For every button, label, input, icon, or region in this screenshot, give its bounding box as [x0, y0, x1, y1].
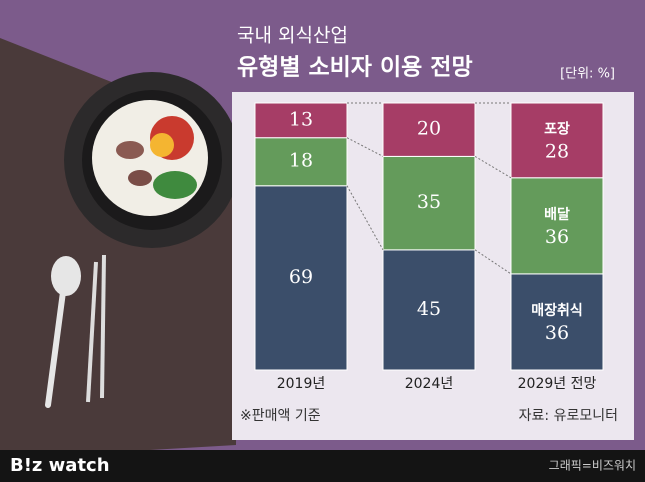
note: ※판매액 기준 — [240, 408, 321, 424]
bar-segment — [254, 137, 348, 187]
unit: [단위: %] — [560, 67, 615, 82]
value-label: 18 — [289, 150, 313, 172]
connector — [474, 155, 512, 179]
source: 자료: 유로모니터 — [519, 408, 618, 424]
footer-bar — [0, 450, 645, 482]
connector — [346, 137, 384, 157]
value-label: 45 — [417, 298, 441, 320]
greens — [153, 171, 197, 199]
legend-label: 배달 — [544, 207, 570, 223]
bar-segment — [510, 102, 604, 179]
x-tick-label: 2029년 전망 — [518, 376, 597, 392]
connector — [474, 249, 512, 275]
legend-label: 매장취식 — [531, 302, 583, 319]
meat — [128, 170, 152, 186]
egg-yolk — [150, 133, 174, 157]
bar-segment — [382, 249, 476, 371]
value-label: 36 — [545, 226, 569, 248]
x-tick-label: 2024년 — [405, 376, 454, 392]
brand: B!z watch — [10, 455, 110, 476]
spoon-handle — [45, 289, 66, 408]
connector — [346, 185, 384, 251]
rice — [92, 100, 208, 216]
chopstick — [86, 261, 98, 403]
bar-segment — [382, 102, 476, 157]
credit: 그래픽=비즈워치 — [549, 459, 636, 473]
value-label: 69 — [289, 266, 313, 288]
x-tick-label: 2019년 — [277, 376, 326, 392]
value-label: 28 — [545, 140, 569, 162]
bar-segment — [510, 273, 604, 371]
spoon — [51, 256, 81, 296]
bar-segment — [254, 185, 348, 371]
value-label: 20 — [417, 118, 441, 140]
value-label: 13 — [289, 108, 313, 130]
meat — [116, 141, 144, 159]
value-label: 35 — [417, 191, 441, 213]
bar-segment — [254, 102, 348, 139]
title: 국내 외식산업 — [237, 25, 348, 47]
value-label: 36 — [545, 322, 569, 344]
subtitle: 유형별 소비자 이용 전망 — [237, 55, 473, 81]
chopstick — [100, 254, 106, 399]
legend-label: 포장 — [544, 120, 570, 137]
bar-segment — [510, 177, 604, 275]
